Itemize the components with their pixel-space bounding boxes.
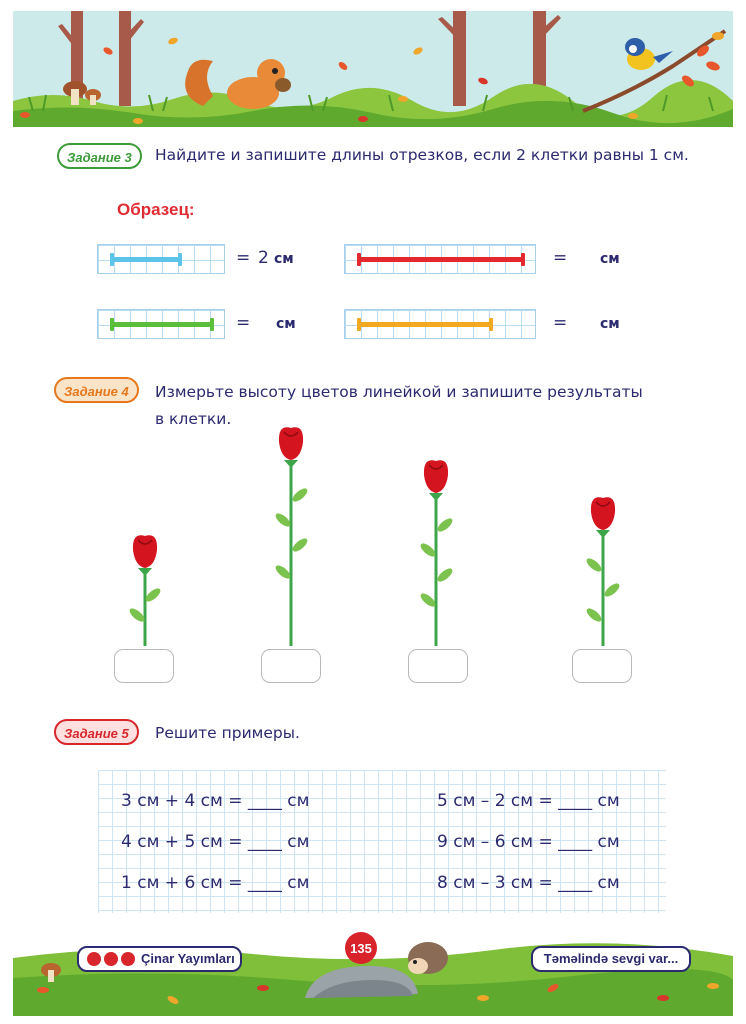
unit-cm: см xyxy=(600,251,620,267)
segment-grid-sample xyxy=(97,244,225,274)
banner-illustration xyxy=(13,11,733,127)
segment-green xyxy=(110,318,214,331)
unit-cm: см xyxy=(600,316,620,332)
rose-1-answer-box[interactable] xyxy=(114,649,174,683)
equals-sign: = xyxy=(553,313,568,333)
examples-grid xyxy=(98,770,666,913)
slogan-text: Təməlində sevgi var... xyxy=(543,951,679,966)
task-3-tag: Задание 3 xyxy=(57,143,142,169)
example-right-3: 8 см – 3 см = ____ см xyxy=(437,873,620,893)
task-4-instruction-line1: Измерьте высоту цветов линейкой и запиши… xyxy=(155,383,643,401)
rose-2-answer-box[interactable] xyxy=(261,649,321,683)
rose-4 xyxy=(586,497,620,646)
youtube-icon xyxy=(121,952,135,966)
equals-sign: = xyxy=(236,248,251,268)
rose-1 xyxy=(129,535,161,646)
publisher-badge: Çinar Yayımları xyxy=(77,946,242,972)
rose-4-answer-box[interactable] xyxy=(572,649,632,683)
publisher-name: Çinar Yayımları xyxy=(141,951,235,966)
example-left-1: 3 см + 4 см = ____ см xyxy=(121,791,310,811)
equals-sign: = xyxy=(553,248,568,268)
example-left-3: 1 см + 6 см = ____ см xyxy=(121,873,310,893)
example-left-2: 4 см + 5 см = ____ см xyxy=(121,832,310,852)
example-right-1: 5 см – 2 см = ____ см xyxy=(437,791,620,811)
sample-value: 2 xyxy=(258,248,269,268)
segment-grid-orange xyxy=(344,309,536,339)
segment-orange xyxy=(357,318,493,331)
task-4-tag: Задание 4 xyxy=(54,377,139,403)
task-5-instruction: Решите примеры. xyxy=(155,724,300,742)
task-3-instruction: Найдите и запишите длины отрезков, если … xyxy=(155,146,689,164)
page-number: 135 xyxy=(350,941,372,956)
rose-2 xyxy=(275,427,308,646)
instagram-icon xyxy=(104,952,118,966)
example-right-2: 9 см – 6 см = ____ см xyxy=(437,832,620,852)
roses-illustration xyxy=(129,427,620,646)
rose-3-answer-box[interactable] xyxy=(408,649,468,683)
unit-cm: см xyxy=(274,251,294,267)
equals-sign: = xyxy=(236,313,251,333)
segment-grid-red xyxy=(344,244,536,274)
rose-3 xyxy=(420,460,453,646)
slogan-badge: Təməlində sevgi var... xyxy=(531,946,691,972)
segment-blue xyxy=(110,253,182,266)
segment-red xyxy=(357,253,525,266)
sample-label: Образец: xyxy=(117,200,195,219)
unit-cm: см xyxy=(276,316,296,332)
task-5-tag: Задание 5 xyxy=(54,719,139,745)
task-4-instruction-line2: в клетки. xyxy=(155,410,232,428)
facebook-icon xyxy=(87,952,101,966)
autumn-forest-banner xyxy=(13,11,733,127)
segment-grid-green xyxy=(97,309,225,339)
